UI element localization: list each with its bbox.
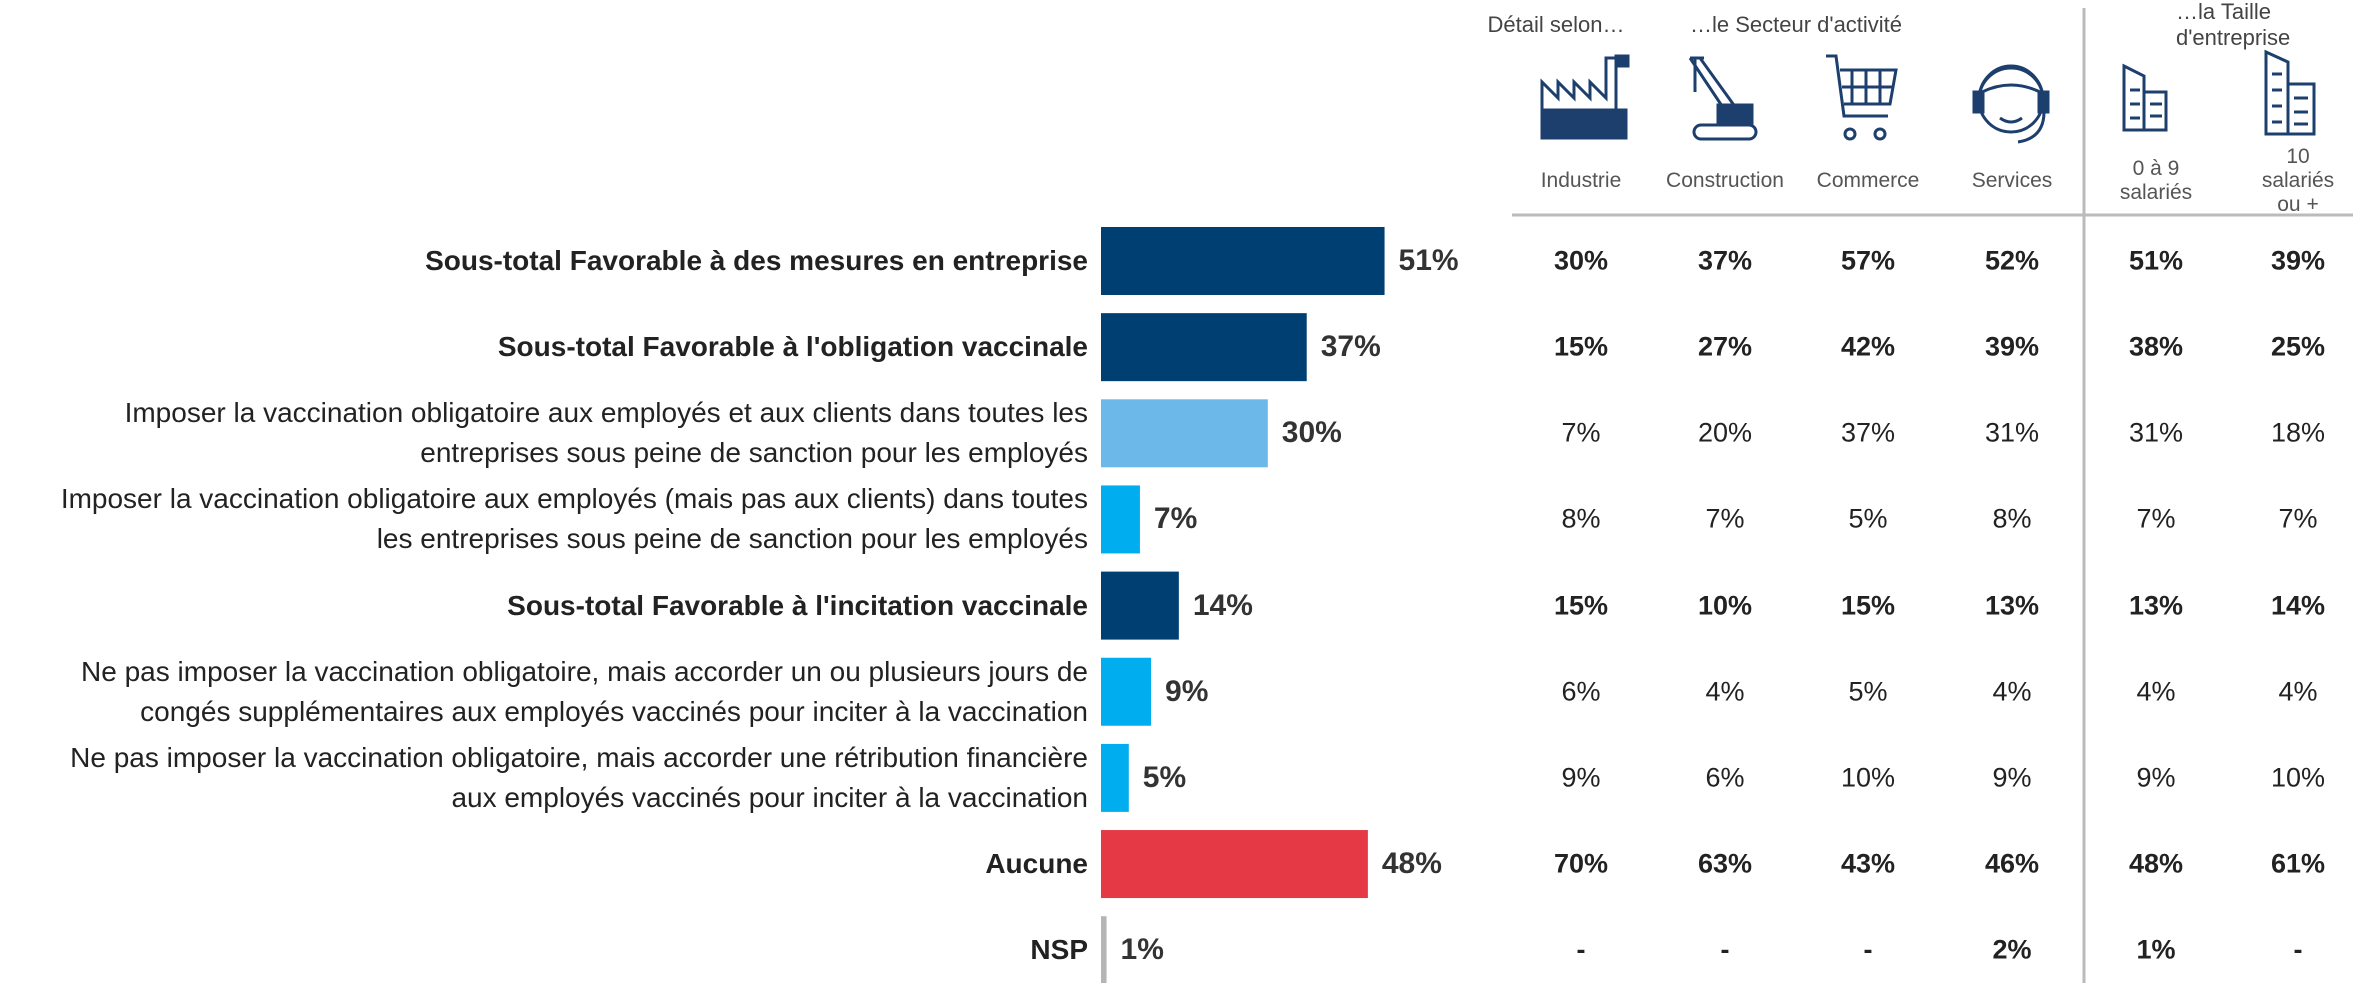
table-cell: 15% — [1840, 590, 1896, 621]
table-cell: 38% — [2128, 331, 2184, 362]
table-cell: 39% — [1984, 331, 2040, 362]
table-cell: 4% — [1992, 676, 2032, 707]
table-cell: 57% — [1840, 245, 1896, 276]
icon-small-company — [2122, 63, 2168, 132]
table-cell: 43% — [1840, 848, 1896, 879]
icon-large-company — [2264, 49, 2316, 136]
table-cell: 10% — [2270, 762, 2326, 793]
table-cell: 8% — [1561, 503, 1601, 534]
table-cell: 52% — [1984, 245, 2040, 276]
value-label: 14% — [1192, 588, 1253, 622]
category-label: Imposer la vaccination obligatoire aux e… — [124, 397, 1088, 469]
category-label: Sous-total Favorable à l'obligation vacc… — [497, 331, 1088, 363]
table-cell: 4% — [2278, 676, 2318, 707]
table-cell: 14% — [2270, 590, 2326, 621]
category-label: Ne pas imposer la vaccination obligatoir… — [70, 741, 1088, 813]
table-cell: 4% — [2136, 676, 2176, 707]
bar — [1101, 227, 1385, 295]
table-cell: 9% — [1561, 762, 1601, 793]
value-label: 5% — [1142, 760, 1187, 794]
column-header: 0 à 9 salariés — [2119, 157, 2193, 204]
table-cell: 7% — [1705, 503, 1745, 534]
group-header: Détail selon… — [1487, 12, 1625, 37]
icons — [1540, 49, 2316, 144]
table-cell: 7% — [1561, 417, 1601, 448]
table-cell: 6% — [1561, 676, 1601, 707]
value-label: 51% — [1398, 244, 1459, 277]
icon-commerce — [1826, 54, 1898, 141]
table-cell: 25% — [2270, 331, 2326, 362]
bar — [1101, 485, 1140, 554]
bar — [1101, 916, 1107, 983]
table-cell: 9% — [1992, 762, 2032, 793]
table-cell: 4% — [1705, 676, 1745, 707]
icon-construction — [1688, 56, 1758, 141]
table-cell: 1% — [2136, 934, 2176, 965]
table-cell: 7% — [2278, 503, 2318, 534]
table-cell: 31% — [1984, 417, 2040, 448]
table-cell: 27% — [1697, 331, 1753, 362]
table-cell: - — [1863, 934, 1873, 965]
table-cell: 9% — [2136, 762, 2176, 793]
table-cell: 20% — [1697, 417, 1753, 448]
value-label: 48% — [1381, 847, 1442, 881]
category-label: Aucune — [985, 848, 1088, 880]
table-cell: - — [1576, 934, 1586, 965]
bar — [1101, 743, 1129, 812]
column-header: Industrie — [1540, 169, 1622, 192]
table-cell: 10% — [1697, 590, 1753, 621]
table-cell: 48% — [2128, 848, 2184, 879]
table-cell: 8% — [1992, 503, 2032, 534]
bar — [1101, 399, 1268, 468]
group-header: …le Secteur d'activité — [1689, 12, 1903, 37]
table-cell: 10% — [1840, 762, 1896, 793]
column-header: Services — [1971, 169, 2053, 192]
bar — [1101, 313, 1307, 382]
bar — [1101, 657, 1152, 726]
category-label: NSP — [1030, 934, 1088, 966]
value-label: 30% — [1281, 416, 1342, 450]
value-label: 9% — [1165, 674, 1209, 708]
table-cell: 39% — [2270, 245, 2326, 276]
value-label: 7% — [1153, 502, 1198, 536]
table-cell: 15% — [1553, 590, 1609, 621]
column-header: Commerce — [1816, 169, 1920, 192]
column-header: Construction — [1666, 169, 1784, 192]
icon-services — [1972, 64, 2050, 144]
table-cell: 18% — [2270, 417, 2326, 448]
table-cell: 13% — [2128, 590, 2184, 621]
table-cell: 61% — [2270, 848, 2326, 879]
table-cell: 7% — [2136, 503, 2176, 534]
table-cell: 2% — [1992, 934, 2032, 965]
table-cell: 13% — [1984, 590, 2040, 621]
category-label: Sous-total Favorable à l'incitation vacc… — [507, 589, 1088, 621]
group-header: …la Taille d'entreprise — [2176, 0, 2291, 50]
table-cell: 5% — [1848, 676, 1888, 707]
table-cell: 15% — [1553, 331, 1609, 362]
category-label: Sous-total Favorable à des mesures en en… — [425, 245, 1088, 276]
table-cell: 70% — [1553, 848, 1609, 879]
table-cell: 37% — [1840, 417, 1896, 448]
category-label: Ne pas imposer la vaccination obligatoir… — [81, 655, 1088, 727]
category-label: Imposer la vaccination obligatoire aux e… — [60, 483, 1088, 555]
table-cell: - — [1720, 934, 1730, 965]
table-cell: 46% — [1984, 848, 2040, 879]
column-header: 10 salariés ou + — [2261, 145, 2335, 216]
table-cell: 51% — [2128, 245, 2184, 276]
table-cell: 63% — [1697, 848, 1753, 879]
table-cell: 30% — [1553, 245, 1609, 276]
table-cell: 37% — [1697, 245, 1753, 276]
value-label: 37% — [1320, 330, 1381, 364]
bar — [1101, 830, 1368, 899]
value-label: 1% — [1120, 933, 1164, 967]
table-cell: 6% — [1705, 762, 1745, 793]
bar — [1101, 571, 1179, 640]
icon-industry — [1540, 54, 1630, 140]
table-cell: 31% — [2128, 417, 2184, 448]
table-cell: 42% — [1840, 331, 1896, 362]
table-cell: 5% — [1848, 503, 1888, 534]
table-cell: - — [2293, 934, 2303, 965]
